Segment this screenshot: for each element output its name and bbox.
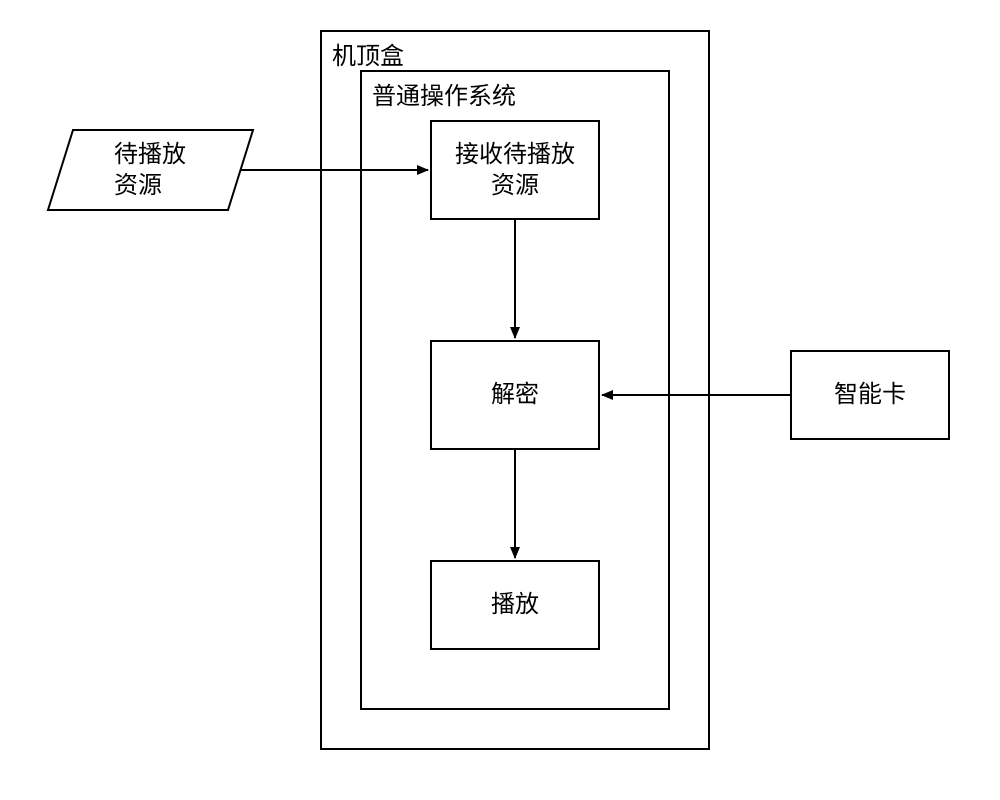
node-decrypt-text: 解密 — [491, 379, 539, 410]
node-input-resource: 待播放 资源 — [60, 130, 240, 210]
node-receive-text: 接收待播放 资源 — [455, 139, 575, 201]
node-decrypt: 解密 — [430, 340, 600, 450]
node-input-resource-text: 待播放 资源 — [114, 139, 186, 201]
container-set-top-box-label: 机顶盒 — [332, 36, 404, 71]
node-smartcard: 智能卡 — [790, 350, 950, 440]
node-play: 播放 — [430, 560, 600, 650]
node-play-text: 播放 — [491, 589, 539, 620]
diagram-canvas: 机顶盒 普通操作系统 待播放 资源 接收待播放 资源 解密 播放 智能卡 — [0, 0, 1000, 800]
node-receive: 接收待播放 资源 — [430, 120, 600, 220]
node-smartcard-text: 智能卡 — [834, 379, 906, 410]
container-os-label: 普通操作系统 — [372, 76, 516, 111]
